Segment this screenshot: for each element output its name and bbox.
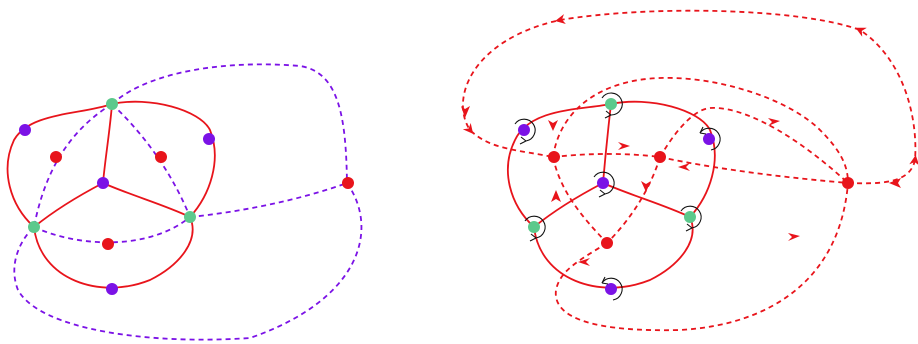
vertex-purple	[106, 283, 118, 295]
dashed-edge-center-link	[659, 156, 849, 184]
solid-edge-bottom	[533, 216, 694, 289]
vertex-red	[342, 177, 354, 189]
vertex-red	[548, 151, 560, 163]
right-graph	[461, 9, 918, 332]
solid-edge-center-top	[602, 103, 612, 184]
arrowhead	[768, 118, 780, 126]
rotation-marker	[601, 92, 623, 119]
arrowhead	[889, 178, 901, 188]
left-vertices	[19, 98, 354, 295]
vertex-red	[654, 151, 666, 163]
rotation-marker	[680, 205, 702, 232]
dashed-edge-top-row	[552, 153, 661, 158]
vertex-red	[155, 151, 167, 163]
dashed-edge-big-outer	[462, 9, 918, 185]
right-vertices	[518, 98, 854, 295]
vertex-red	[50, 151, 62, 163]
vertex-purple	[97, 177, 109, 189]
rotation-marker	[524, 215, 546, 242]
arrowhead	[461, 106, 470, 118]
solid-edge-top-left	[507, 103, 612, 228]
arrowhead	[618, 142, 630, 150]
arrowhead	[551, 190, 561, 202]
rotation-marker	[601, 276, 623, 301]
vertex-purple	[203, 133, 215, 145]
vertex-red	[842, 177, 854, 189]
right-arrowheads	[461, 106, 901, 266]
solid-edge-top-right	[610, 100, 716, 218]
left-dashed-edges	[13, 63, 363, 341]
vertex-red	[601, 237, 613, 249]
arrowhead	[578, 258, 590, 266]
solid-edge-top-right	[111, 100, 216, 218]
vertex-green	[106, 98, 118, 110]
rotation-marker	[593, 171, 615, 198]
solid-edge-top-left	[6, 103, 113, 228]
rotation-marker	[514, 118, 536, 145]
arrowhead	[788, 233, 800, 241]
vertex-purple	[605, 283, 617, 295]
arrowhead	[678, 163, 690, 171]
rotation-markers	[514, 92, 721, 301]
arrowhead	[641, 181, 651, 192]
solid-edge-center-right	[602, 182, 691, 218]
dashed-edge-outer-top	[111, 63, 348, 184]
vertex-green	[528, 221, 540, 233]
solid-edge-center-left	[533, 182, 604, 228]
solid-edge-bottom	[33, 216, 194, 289]
dashed-edge-right-link	[189, 182, 348, 218]
rotation-marker	[699, 126, 721, 151]
left-solid-edges	[6, 100, 216, 289]
solid-edge-center-top	[102, 103, 113, 184]
vertex-purple	[19, 124, 31, 136]
vertex-purple	[518, 124, 530, 136]
dashed-edge-inner-top	[552, 77, 849, 184]
left-graph	[6, 63, 363, 341]
dashed-edge-outer-bottom	[13, 182, 363, 341]
dashed-edge-right-inner-loop	[659, 107, 849, 184]
solid-edge-center-left	[33, 182, 104, 228]
vertex-green	[684, 211, 696, 223]
dashed-edge-right-down	[606, 156, 661, 244]
vertex-green	[28, 221, 40, 233]
solid-edge-center-right	[102, 182, 191, 218]
arrowhead	[548, 120, 558, 131]
dashed-edge-lower-loop	[555, 182, 849, 332]
dashed-edge-left-bottom	[33, 216, 191, 244]
vertex-purple	[597, 177, 609, 189]
dashed-edge-inner-right	[111, 103, 191, 218]
vertex-green	[605, 98, 617, 110]
right-solid-edges	[507, 100, 716, 289]
vertex-red	[102, 238, 114, 250]
vertex-green	[184, 211, 196, 223]
dashed-edge-left-down	[552, 156, 608, 244]
dashed-edge-left-top	[33, 103, 113, 228]
vertex-purple	[703, 133, 715, 145]
